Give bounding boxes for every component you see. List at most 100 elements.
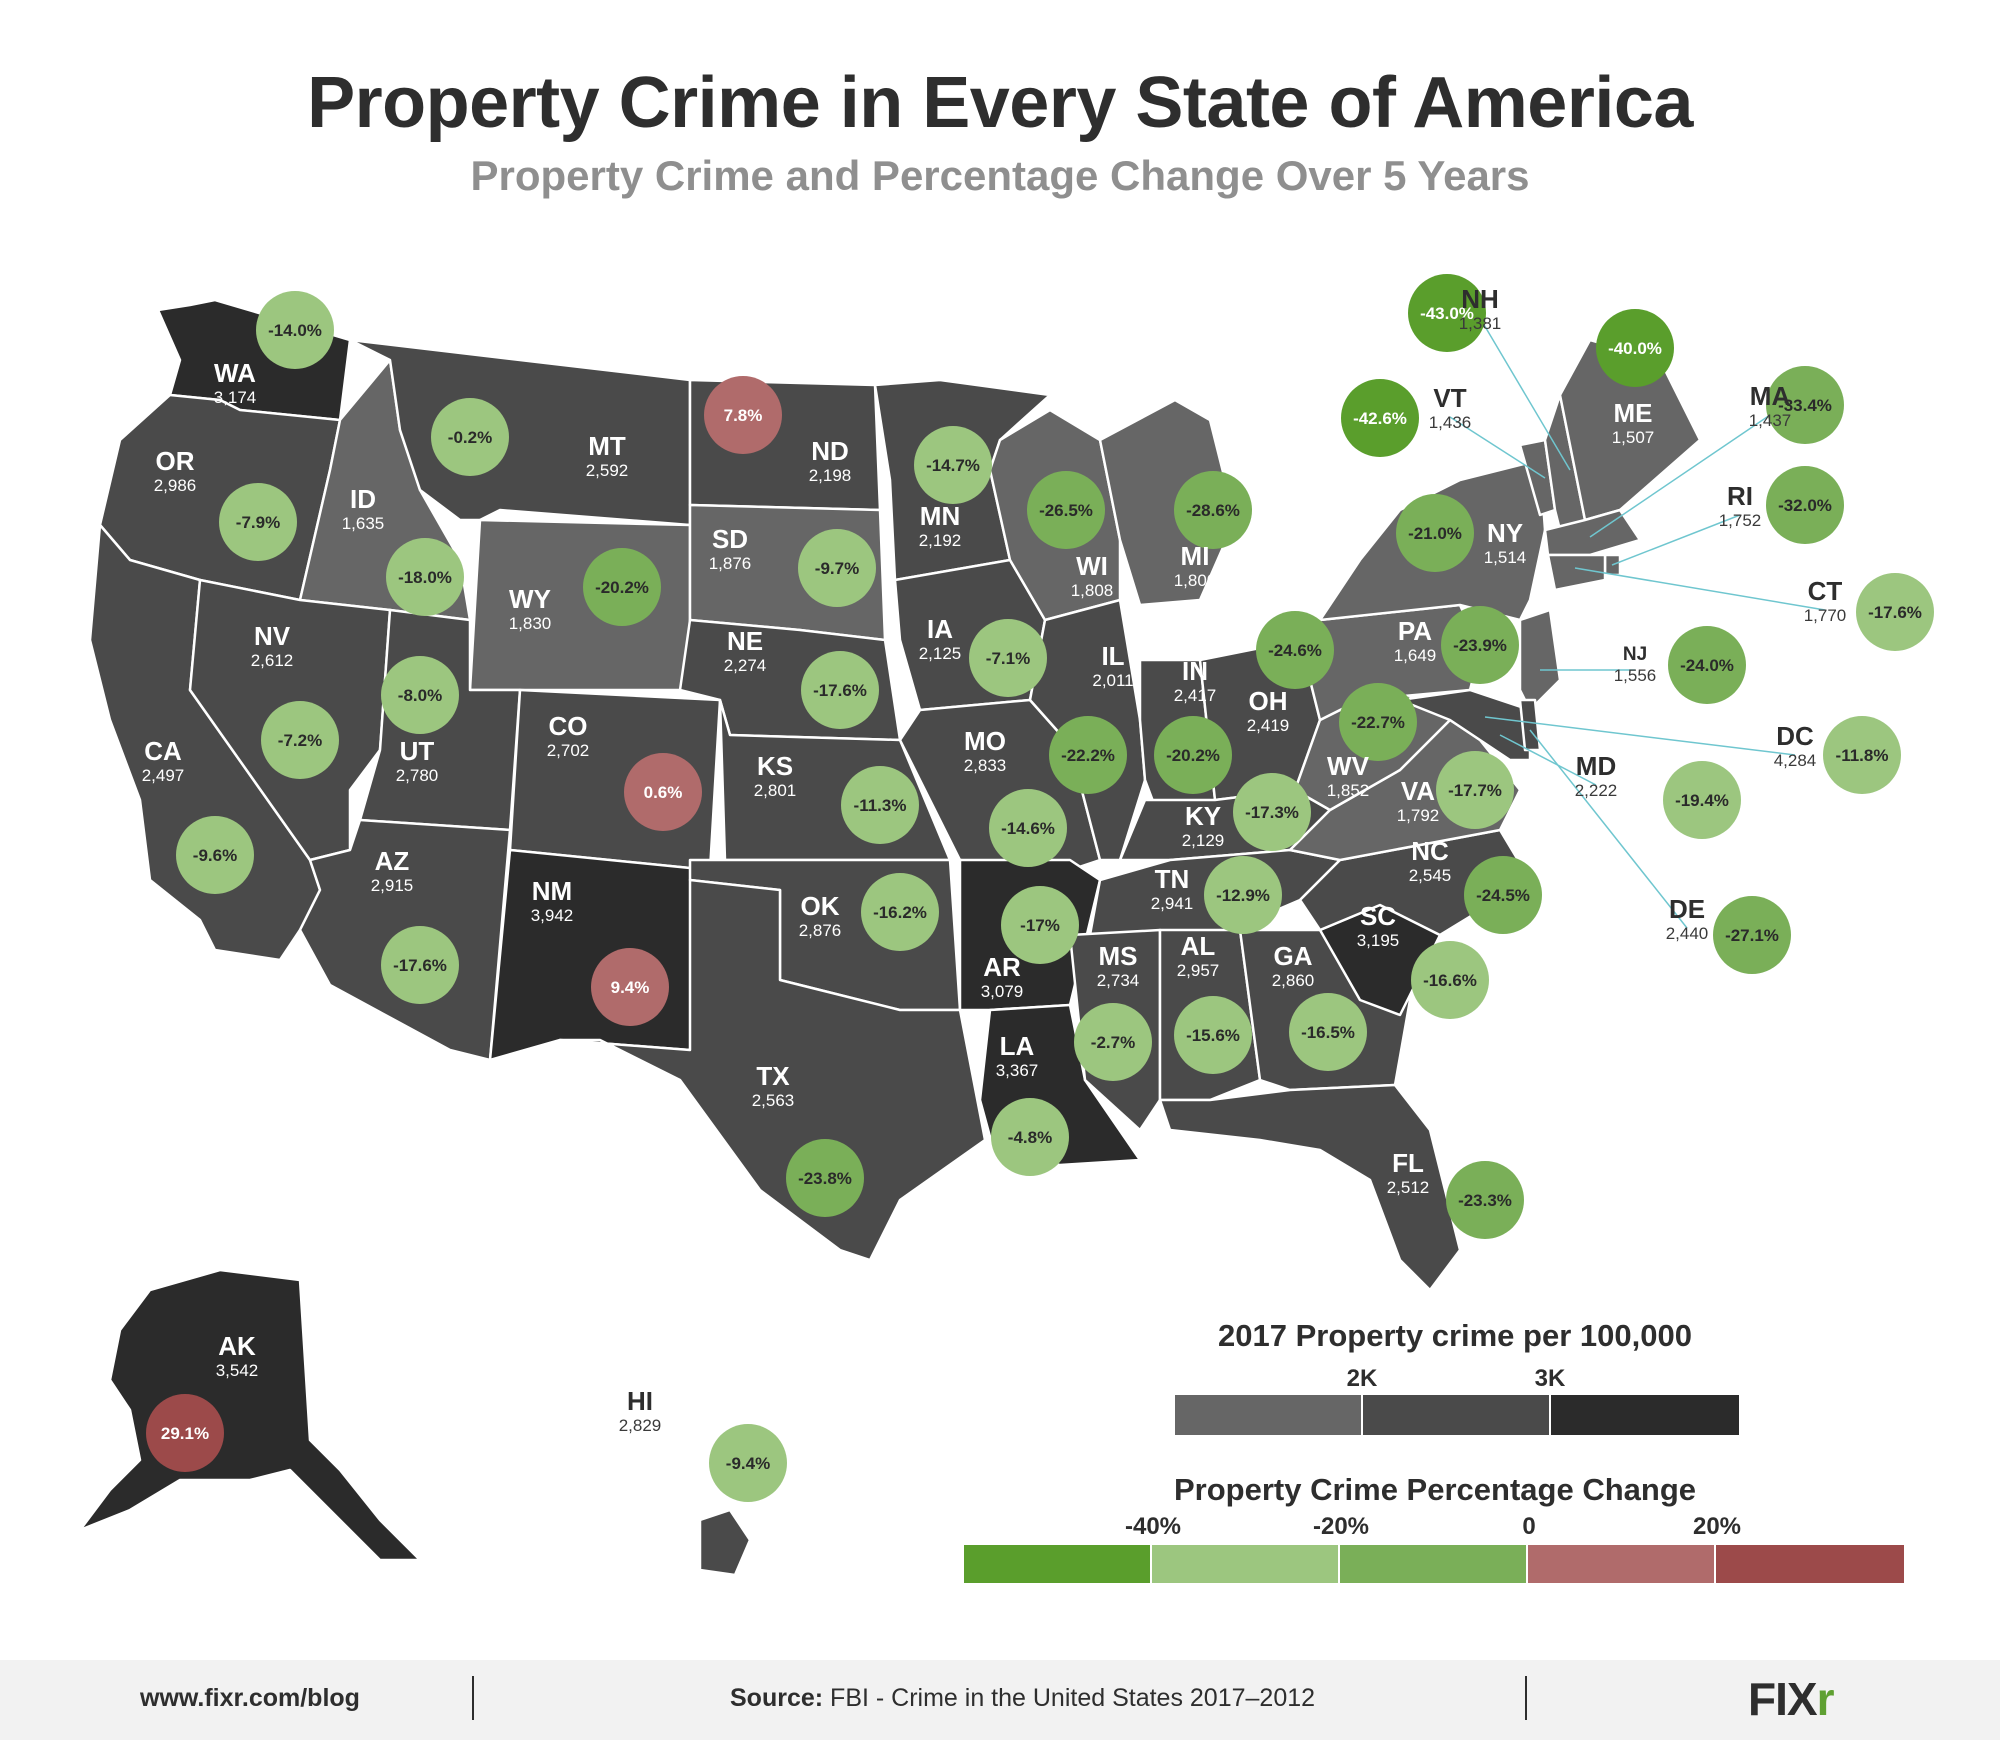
change-bubble-nj[interactable]	[1668, 626, 1746, 704]
change-bubble-hi[interactable]	[709, 1424, 787, 1502]
legend-crime-title: 2017 Property crime per 100,000	[1218, 1318, 1692, 1353]
state-abbr-ms: MS	[1099, 941, 1138, 971]
leader-line-vt	[1449, 416, 1546, 479]
change-label-va: -17.7%	[1448, 781, 1502, 800]
change-bubble-id[interactable]	[386, 538, 464, 616]
change-bubble-wv[interactable]	[1339, 683, 1417, 761]
state-abbr-nc: NC	[1411, 836, 1449, 866]
change-bubble-oh[interactable]	[1256, 611, 1334, 689]
change-bubble-mn[interactable]	[914, 426, 992, 504]
change-bubble-ca[interactable]	[176, 816, 254, 894]
state-shape-mi[interactable]	[1098, 398, 1237, 607]
change-label-wv: -22.7%	[1351, 713, 1405, 732]
change-label-ky: -17.3%	[1245, 803, 1299, 822]
change-bubble-co[interactable]	[624, 753, 702, 831]
state-shape-fl[interactable]	[1158, 1083, 1462, 1292]
change-bubble-nd[interactable]	[704, 376, 782, 454]
state-abbr-or: OR	[156, 446, 195, 476]
state-value-ct: 1,770	[1804, 606, 1847, 625]
change-bubble-ia[interactable]	[969, 619, 1047, 697]
change-label-mn: -14.7%	[926, 456, 980, 475]
state-value-ky: 2,129	[1182, 831, 1225, 850]
change-bubble-de[interactable]	[1713, 896, 1791, 974]
state-value-ma: 1,437	[1749, 411, 1792, 430]
change-bubble-mt[interactable]	[431, 398, 509, 476]
change-bubble-mi[interactable]	[1174, 471, 1252, 549]
change-label-md: -19.4%	[1675, 791, 1729, 810]
change-bubble-vt[interactable]	[1341, 379, 1419, 457]
change-bubble-sd[interactable]	[798, 529, 876, 607]
change-bubble-nc[interactable]	[1464, 856, 1542, 934]
change-bubble-nh[interactable]	[1408, 274, 1486, 352]
change-bubble-tn[interactable]	[1204, 856, 1282, 934]
change-bubble-ne[interactable]	[801, 651, 879, 729]
change-bubble-ak[interactable]	[146, 1394, 224, 1472]
change-bubble-nv[interactable]	[261, 701, 339, 779]
change-bubble-ny[interactable]	[1396, 494, 1474, 572]
change-label-pa: -23.9%	[1453, 636, 1507, 655]
state-shape-tx[interactable]	[558, 878, 987, 1262]
change-label-ks: -11.3%	[854, 796, 907, 815]
change-bubble-wy[interactable]	[583, 548, 661, 626]
state-shape-hi[interactable]	[698, 1508, 752, 1577]
change-bubble-ga[interactable]	[1289, 993, 1367, 1071]
change-bubble-ks[interactable]	[841, 766, 919, 844]
change-bubble-ma[interactable]	[1766, 366, 1844, 444]
change-bubble-ri[interactable]	[1766, 466, 1844, 544]
change-bubble-sc[interactable]	[1411, 941, 1489, 1019]
change-label-ma: -33.4%	[1778, 396, 1832, 415]
change-bubble-pa[interactable]	[1441, 606, 1519, 684]
change-label-id: -18.0%	[398, 568, 452, 587]
change-bubble-me[interactable]	[1596, 309, 1674, 387]
state-abbr-mn: MN	[920, 501, 960, 531]
change-bubble-ct[interactable]	[1856, 573, 1934, 651]
change-bubble-la[interactable]	[991, 1098, 1069, 1176]
change-bubble-tx[interactable]	[786, 1139, 864, 1217]
change-bubble-ky[interactable]	[1233, 773, 1311, 851]
change-bubble-md[interactable]	[1663, 761, 1741, 839]
state-shape-ct[interactable]	[1546, 553, 1607, 592]
change-bubble-wa[interactable]	[256, 291, 334, 369]
footer-url[interactable]: www.fixr.com/blog	[140, 1684, 360, 1712]
change-bubble-ok[interactable]	[861, 873, 939, 951]
change-bubble-al[interactable]	[1174, 996, 1252, 1074]
state-shape-nm[interactable]	[488, 848, 712, 1062]
legend-change-seg-2	[1152, 1545, 1340, 1583]
change-bubble-az[interactable]	[381, 926, 459, 1004]
leader-line-ct	[1574, 567, 1826, 611]
fixr-logo[interactable]: FIXr	[1748, 1672, 1834, 1726]
state-value-ga: 2,860	[1272, 971, 1315, 990]
state-abbr-ks: KS	[757, 751, 793, 781]
change-label-wy: -20.2%	[595, 578, 649, 597]
state-shape-de[interactable]	[1518, 698, 1542, 752]
leader-line-md	[1499, 734, 1597, 786]
legend-crime-seg-high	[1551, 1395, 1739, 1435]
change-bubble-ms[interactable]	[1074, 1003, 1152, 1081]
change-label-mt: -0.2%	[448, 428, 492, 447]
state-abbr-vt: VT	[1433, 383, 1466, 413]
change-label-sd: -9.7%	[815, 559, 859, 578]
change-bubble-dc[interactable]	[1823, 716, 1901, 794]
state-value-il: 2,011	[1092, 671, 1133, 690]
legend-crime-tick-2k: 2K	[1346, 1365, 1378, 1392]
state-abbr-nm: NM	[532, 876, 572, 906]
state-abbr-ct: CT	[1808, 576, 1843, 606]
change-label-ct: -17.6%	[1868, 603, 1922, 622]
change-bubble-wi[interactable]	[1027, 471, 1105, 549]
change-bubble-fl[interactable]	[1446, 1161, 1524, 1239]
change-bubble-mo[interactable]	[989, 789, 1067, 867]
change-bubble-in[interactable]	[1154, 716, 1232, 794]
change-bubble-ut[interactable]	[381, 656, 459, 734]
change-bubble-va[interactable]	[1436, 751, 1514, 829]
state-value-vt: 1,436	[1429, 413, 1472, 432]
change-bubble-or[interactable]	[219, 483, 297, 561]
change-bubble-il[interactable]	[1049, 716, 1127, 794]
change-bubble-ar[interactable]	[1001, 886, 1079, 964]
state-abbr-tx: TX	[756, 1061, 790, 1091]
change-label-ia: -7.1%	[986, 649, 1030, 668]
state-shape-nj[interactable]	[1518, 608, 1562, 712]
state-shape-wy[interactable]	[468, 518, 692, 692]
legend-change-seg-1	[964, 1545, 1152, 1583]
change-bubble-nm[interactable]	[591, 948, 669, 1026]
state-shape-ak[interactable]	[78, 1268, 422, 1562]
